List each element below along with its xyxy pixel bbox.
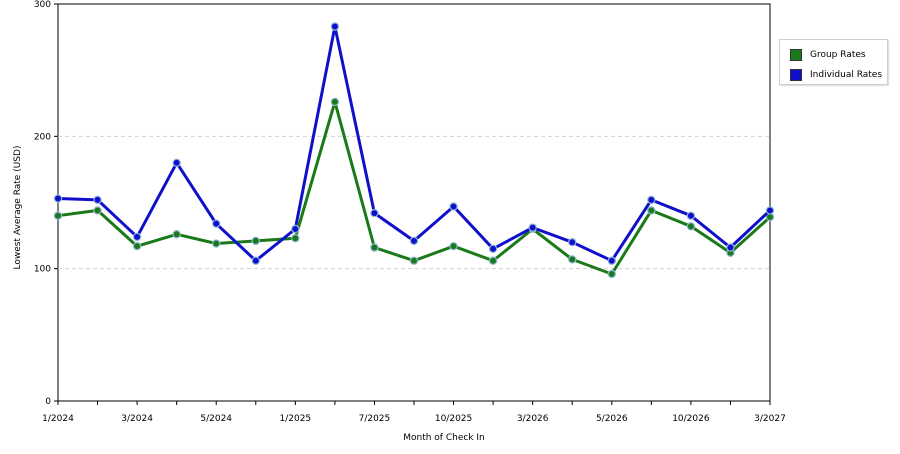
legend-swatch-individual-rates: [790, 68, 802, 81]
legend-label-individual-rates: Individual Rates: [810, 69, 883, 80]
y-tick-label-300: 300: [34, 0, 51, 10]
data-point-individual-rates-5: [251, 256, 260, 265]
data-point-group-rates-2: [132, 241, 142, 251]
legend-swatch-group-rates: [790, 48, 802, 61]
y-tick-label-100: 100: [34, 265, 51, 275]
x-tick-label-3-2027: 3/2027: [754, 414, 786, 424]
data-point-individual-rates-7: [330, 22, 340, 31]
data-point-group-rates-16: [686, 222, 696, 231]
x-tick-label-7-2025: 7/2025: [359, 414, 391, 424]
data-point-individual-rates-8: [370, 208, 379, 218]
data-point-individual-rates-6: [291, 224, 300, 234]
data-point-group-rates-14: [607, 269, 616, 279]
data-point-individual-rates-13: [568, 237, 577, 247]
legend-label-group-rates: Group Rates: [810, 49, 866, 60]
data-point-group-rates-4: [212, 239, 221, 248]
data-point-group-rates-13: [568, 255, 577, 264]
x-tick-label-5-2024: 5/2024: [200, 414, 232, 424]
x-tick-label-3-2026: 3/2026: [517, 414, 549, 424]
data-point-group-rates-15: [647, 206, 656, 215]
data-point-individual-rates-4: [212, 219, 221, 228]
x-tick-label-5-2026: 5/2026: [596, 414, 628, 424]
x-tick-label-1-2025: 1/2025: [279, 414, 311, 424]
data-point-individual-rates-16: [686, 211, 696, 220]
data-point-group-rates-6: [291, 234, 300, 243]
chart-legend: Group Rates Individual Rates: [779, 39, 888, 85]
data-point-group-rates-9: [409, 256, 419, 265]
data-point-individual-rates-0: [53, 194, 63, 203]
data-point-individual-rates-15: [647, 195, 656, 205]
data-point-individual-rates-17: [726, 243, 735, 252]
x-tick-label-10-2025: 10/2025: [435, 414, 472, 424]
data-point-group-rates-1: [93, 206, 102, 215]
data-point-individual-rates-12: [528, 223, 537, 232]
x-tick-label-3-2024: 3/2024: [121, 414, 153, 424]
plot-area: [57, 3, 771, 402]
data-point-individual-rates-3: [172, 158, 181, 167]
data-point-individual-rates-14: [607, 256, 616, 265]
data-point-individual-rates-1: [93, 195, 102, 205]
data-point-group-rates-7: [330, 97, 340, 107]
data-point-individual-rates-10: [449, 202, 458, 211]
data-point-group-rates-8: [370, 243, 379, 252]
legend-item-individual-rates: Individual Rates: [790, 68, 882, 81]
legend-item-group-rates: Group Rates: [790, 48, 866, 61]
data-point-individual-rates-9: [409, 236, 419, 246]
x-axis-title: Month of Check In: [403, 433, 485, 443]
data-point-group-rates-11: [488, 256, 498, 265]
data-point-group-rates-5: [251, 236, 260, 246]
x-tick-label-10-2026: 10/2026: [672, 414, 710, 424]
y-axis-title: Lowest Average Rate (USD): [13, 146, 23, 270]
data-point-group-rates-10: [449, 241, 458, 251]
y-tick-label-200: 200: [34, 132, 51, 142]
y-tick-label-0: 0: [45, 397, 51, 407]
data-point-individual-rates-18: [765, 206, 775, 215]
data-point-individual-rates-11: [488, 244, 498, 254]
data-point-individual-rates-2: [132, 232, 142, 242]
x-tick-label-1-2024: 1/2024: [42, 414, 74, 424]
data-point-group-rates-0: [53, 211, 63, 220]
data-point-group-rates-3: [172, 230, 181, 239]
